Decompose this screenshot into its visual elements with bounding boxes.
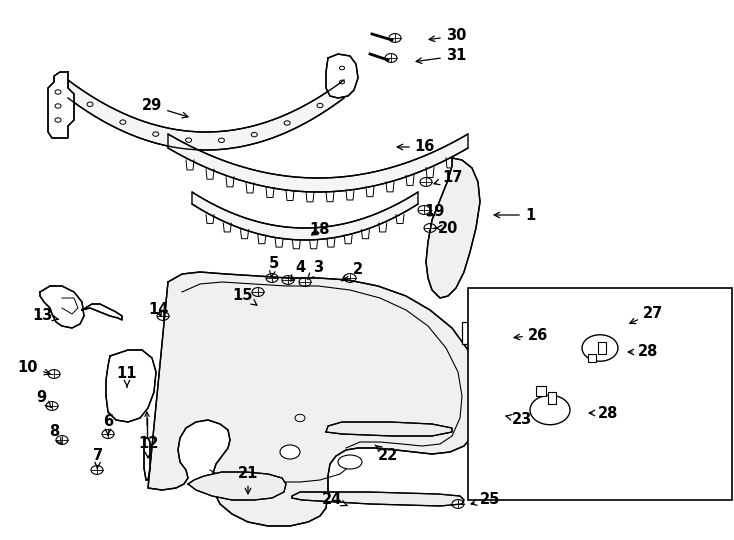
Polygon shape <box>82 304 122 320</box>
Text: 28: 28 <box>628 345 658 360</box>
Ellipse shape <box>280 445 300 459</box>
Text: 31: 31 <box>416 49 466 64</box>
Polygon shape <box>148 272 482 526</box>
Text: 1: 1 <box>494 207 535 222</box>
Ellipse shape <box>338 455 362 469</box>
Text: 17: 17 <box>434 171 462 186</box>
Polygon shape <box>188 472 286 500</box>
Bar <box>468 288 732 500</box>
Bar <box>548 392 556 404</box>
Polygon shape <box>144 438 150 480</box>
Bar <box>588 354 596 362</box>
Text: 14: 14 <box>148 302 168 318</box>
Bar <box>536 386 546 396</box>
Polygon shape <box>192 192 418 240</box>
Text: 4: 4 <box>291 260 305 281</box>
Text: 2: 2 <box>341 262 363 281</box>
Text: 22: 22 <box>375 445 398 462</box>
Text: 5: 5 <box>269 255 279 276</box>
Text: 21: 21 <box>238 465 258 494</box>
Text: 16: 16 <box>397 139 435 154</box>
Text: 8: 8 <box>49 424 62 444</box>
Text: 28: 28 <box>589 406 618 421</box>
Polygon shape <box>426 158 480 298</box>
Text: 23: 23 <box>506 413 532 428</box>
Text: 29: 29 <box>142 98 188 118</box>
Text: 24: 24 <box>322 491 347 507</box>
Polygon shape <box>292 492 464 506</box>
Text: 18: 18 <box>310 222 330 238</box>
Text: 20: 20 <box>435 220 458 235</box>
Polygon shape <box>326 54 358 98</box>
Text: 26: 26 <box>514 327 548 342</box>
Text: 3: 3 <box>308 260 323 279</box>
Text: 11: 11 <box>117 367 137 387</box>
Polygon shape <box>68 80 344 150</box>
Polygon shape <box>168 134 468 192</box>
Text: 10: 10 <box>18 360 50 375</box>
Bar <box>462 322 488 344</box>
Text: 30: 30 <box>429 29 466 44</box>
Text: 15: 15 <box>233 287 257 305</box>
Bar <box>598 342 606 354</box>
Polygon shape <box>106 350 156 422</box>
Polygon shape <box>48 72 74 138</box>
Text: 12: 12 <box>138 435 159 458</box>
Text: 6: 6 <box>103 415 113 435</box>
Text: 13: 13 <box>32 308 58 323</box>
Text: 27: 27 <box>630 306 663 323</box>
Text: 7: 7 <box>93 449 103 469</box>
Text: 9: 9 <box>36 390 51 407</box>
Polygon shape <box>326 422 452 436</box>
Text: 19: 19 <box>425 205 446 219</box>
Polygon shape <box>40 286 84 328</box>
Text: 25: 25 <box>471 491 500 507</box>
